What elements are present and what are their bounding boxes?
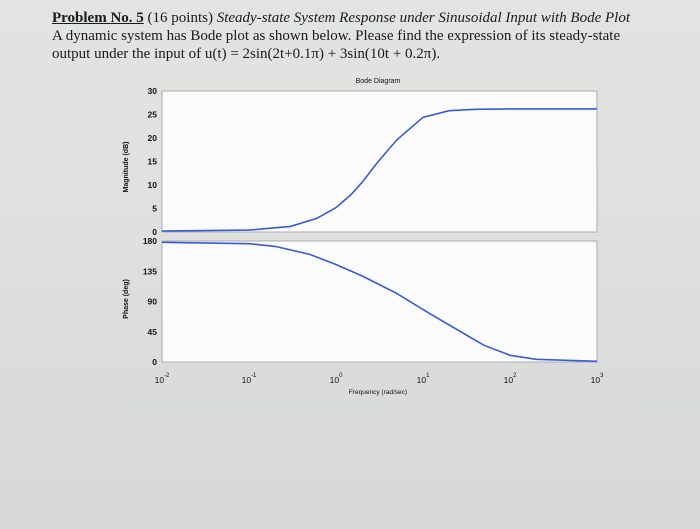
phase-y-tick-label: 90 — [148, 297, 158, 307]
problem-statement: Problem No. 5 (16 points) Steady-state S… — [52, 9, 692, 63]
magnitude-plot-area — [161, 90, 598, 233]
magnitude-y-tick-label: 20 — [148, 133, 158, 143]
problem-number: Problem No. 5 — [52, 10, 144, 26]
frequency-tick-label: 103 — [591, 373, 604, 385]
frequency-tick-label: 10-1 — [242, 373, 257, 385]
magnitude-series-line — [161, 108, 597, 232]
magnitude-y-tick-label: 0 — [152, 227, 157, 237]
problem-text-prefix: output under the input of — [52, 46, 202, 62]
phase-y-tick-label: 135 — [143, 266, 157, 276]
frequency-tick-label: 100 — [330, 373, 343, 385]
phase-series-line — [161, 241, 598, 363]
phase-y-tick-label: 180 — [143, 236, 157, 246]
problem-points: (16 points) — [147, 10, 213, 26]
problem-heading-line: Problem No. 5 (16 points) Steady-state S… — [52, 9, 692, 27]
chart-title: Bode Diagram — [356, 78, 401, 85]
phase-y-tick-label: 45 — [148, 327, 158, 337]
frequency-tick-label: 10-2 — [155, 373, 170, 385]
frequency-axis-label: Frequency (rad/sec) — [349, 389, 407, 396]
problem-text-line-3: output under the input of u(t) = 2sin(2t… — [52, 45, 692, 63]
magnitude-y-tick-label: 25 — [148, 110, 158, 120]
magnitude-y-tick-label: 10 — [148, 180, 158, 190]
phase-y-tick-label: 0 — [152, 357, 157, 367]
magnitude-y-tick-label: 15 — [148, 157, 158, 167]
frequency-tick-label: 101 — [417, 373, 430, 385]
magnitude-y-tick-label: 5 — [152, 204, 157, 214]
frequency-tick-label: 102 — [504, 373, 517, 385]
input-expression: u(t) = 2sin(2t+0.1π) + 3sin(10t + 0.2π). — [204, 46, 441, 62]
magnitude-axis-label: Magnitude (dB) — [123, 142, 130, 193]
phase-plot-area — [161, 240, 598, 363]
phase-axis-label: Phase (deg) — [123, 279, 130, 319]
magnitude-y-tick-label: 30 — [148, 86, 158, 96]
problem-text-line-2: A dynamic system has Bode plot as shown … — [52, 28, 621, 44]
problem-title: Steady-state System Response under Sinus… — [216, 10, 630, 26]
